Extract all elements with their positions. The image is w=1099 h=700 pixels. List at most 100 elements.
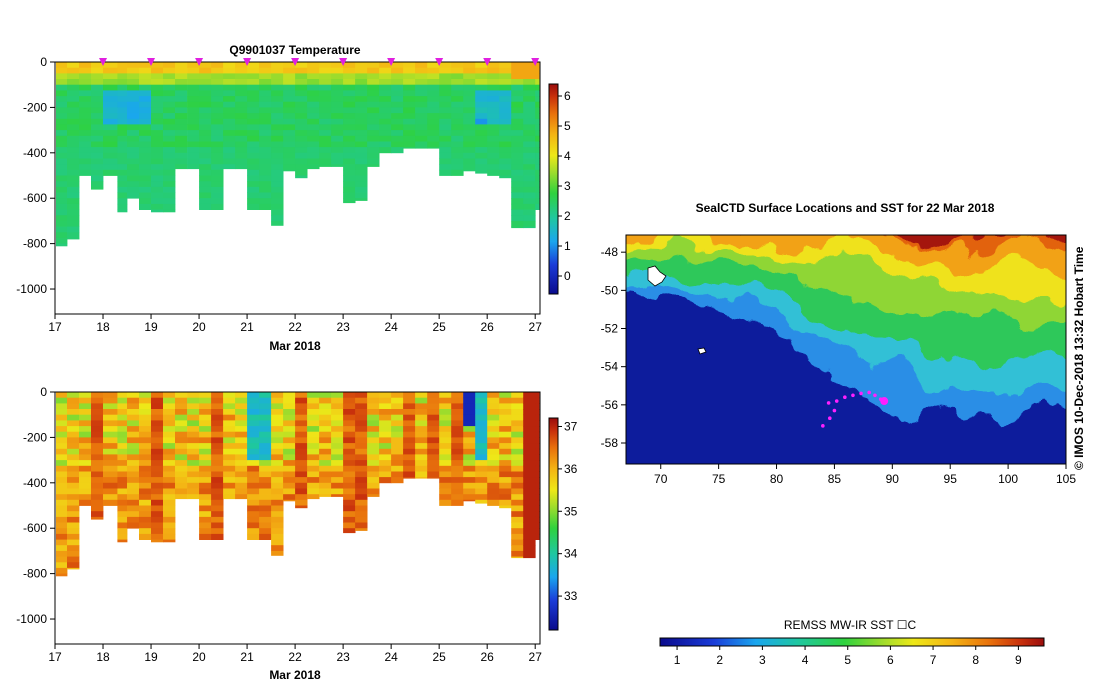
section-cell — [139, 533, 152, 540]
y-tick-label: -200 — [23, 430, 47, 444]
section-cell — [367, 443, 380, 450]
section-cell — [56, 158, 68, 165]
section-cell — [523, 460, 536, 467]
section-cell — [415, 101, 428, 108]
section-cell — [247, 90, 260, 97]
section-cell — [499, 96, 512, 103]
section-cell — [67, 392, 80, 399]
section-cell — [175, 426, 188, 433]
section-cell — [439, 90, 452, 97]
section-cell — [223, 101, 236, 108]
section-cell — [463, 488, 476, 495]
section-cell — [355, 420, 368, 427]
section-cell — [271, 403, 284, 410]
section-cell — [367, 141, 380, 148]
section-cell — [163, 175, 176, 182]
section-cell — [283, 169, 296, 172]
section-cell — [163, 62, 176, 69]
section-cell — [271, 482, 284, 489]
section-cell — [499, 67, 512, 74]
section-cell — [139, 62, 152, 69]
section-cell — [187, 84, 200, 91]
section-cell — [199, 454, 212, 461]
section-cell — [127, 437, 140, 444]
section-cell — [127, 488, 140, 495]
section-cell — [163, 431, 176, 438]
section-cell — [487, 409, 500, 416]
surface-marker — [147, 58, 156, 66]
section-cell — [91, 79, 104, 86]
section-cell — [535, 152, 540, 159]
section-cell — [535, 203, 540, 210]
section-cell — [67, 460, 80, 467]
section-cell — [259, 147, 272, 154]
section-cell — [117, 107, 128, 114]
section-cell — [151, 175, 164, 182]
section-cell — [295, 397, 308, 404]
section-cell — [463, 448, 476, 455]
section-cell — [117, 198, 128, 205]
section-cell — [391, 454, 404, 461]
section-cell — [343, 118, 356, 125]
section-cell — [79, 420, 92, 427]
section-cell — [235, 158, 248, 165]
section-cell — [117, 431, 128, 438]
section-cell — [211, 403, 224, 410]
section-cell — [415, 62, 428, 69]
section-cell — [331, 158, 344, 165]
section-cell — [271, 198, 284, 205]
section-cell — [475, 420, 488, 427]
section-cell — [103, 135, 118, 142]
section-cell — [451, 397, 464, 404]
section-cell — [415, 420, 428, 427]
section-cell — [139, 164, 152, 171]
section-cell — [331, 448, 344, 455]
section-cell — [56, 516, 68, 523]
section-cell — [151, 488, 164, 495]
section-cell — [91, 186, 104, 190]
section-cell — [127, 460, 140, 467]
section-cell — [103, 152, 118, 159]
section-cell — [199, 107, 212, 114]
section-cell — [499, 403, 512, 410]
section-cell — [523, 477, 536, 484]
section-cell — [535, 169, 540, 176]
section-cell — [463, 392, 476, 399]
section-cell — [451, 426, 464, 433]
section-cell — [523, 215, 536, 222]
section-cell — [523, 141, 536, 148]
map-colorbar-tick-label: 9 — [1015, 653, 1022, 667]
section-cell — [331, 488, 344, 495]
section-cell — [175, 135, 188, 142]
section-cell — [56, 477, 68, 484]
section-cell — [379, 107, 392, 114]
x-tick-label: 17 — [48, 650, 62, 664]
section-cell — [56, 431, 68, 438]
section-cell — [223, 443, 236, 450]
section-cell — [391, 409, 404, 416]
section-cell — [439, 84, 452, 91]
section-cell — [523, 533, 536, 540]
section-cell — [523, 73, 536, 80]
section-cell — [91, 471, 104, 478]
section-cell — [439, 118, 452, 125]
section-cell — [463, 135, 476, 142]
section-cell — [511, 118, 524, 125]
x-tick-label: 19 — [144, 320, 158, 334]
section-cell — [271, 141, 284, 148]
section-cell — [403, 135, 416, 142]
section-cell — [247, 164, 260, 171]
section-cell — [523, 198, 536, 205]
section-cell — [331, 494, 344, 497]
section-cell — [355, 403, 368, 410]
section-cell — [343, 414, 356, 421]
section-cell — [523, 414, 536, 421]
section-cell — [127, 414, 140, 421]
section-cell — [535, 414, 540, 421]
section-cell — [499, 488, 512, 495]
section-cell — [79, 169, 92, 176]
section-cell — [247, 73, 260, 80]
section-cell — [367, 118, 380, 125]
section-cell — [535, 141, 540, 148]
